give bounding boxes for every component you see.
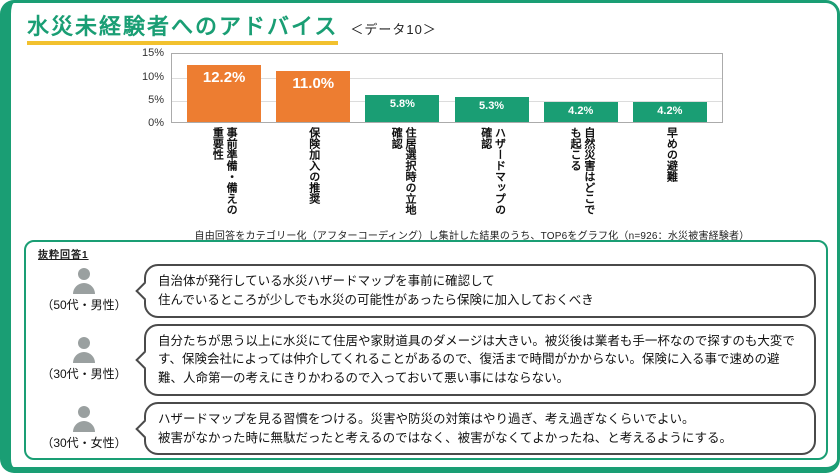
gridline	[172, 77, 722, 79]
plot-column: 12.2% 11.0% 5.8% 5.3% 4.2% 4.2% 事前準備・備えの重要性 保険…	[171, 53, 723, 219]
bar-value-label: 4.2%	[657, 105, 683, 118]
category-label: 早めの避難	[665, 127, 678, 183]
x-label-slot: 住居選択時の立地確認	[365, 127, 439, 219]
bar-5: 4.2%	[543, 102, 618, 123]
person-icon	[70, 268, 98, 294]
bar-6: 4.2%	[632, 102, 707, 123]
quote-rows: （50代・男性） 自治体が発行している水災ハザードマップを事前に確認して 住んでい…	[34, 264, 816, 456]
gridline	[172, 100, 722, 102]
speech-bubble: ハザードマップを見る習慣をつける。災害や防災の対策はやり過ぎ、考え過ぎなくらいで…	[144, 401, 816, 456]
bar-value-label: 5.8%	[389, 98, 415, 111]
header: 水災未経験者へのアドバイス ＜データ10＞	[11, 3, 837, 46]
category-label: ハザードマップの確認	[479, 127, 506, 216]
bar-value-label: 11.0%	[292, 75, 335, 93]
y-tick-label: 0%	[148, 117, 164, 130]
speech-bubble: 自分たちが思う以上に水災にて住居や家財道具のダメージは大きい。被災後は業者も手一…	[144, 323, 816, 396]
category-label: 自然災害はどこでも起こる	[569, 127, 595, 216]
quotes-section-label: 抜粋回答1	[38, 250, 89, 261]
y-tick-label: 15%	[141, 47, 164, 60]
category-label: 住居選択時の立地確認	[390, 127, 417, 216]
person-icon	[70, 406, 98, 432]
bar-2: 11.0%	[276, 71, 351, 123]
speaker-label: （50代・男性）	[41, 298, 127, 313]
x-label-slot: 事前準備・備えの重要性	[186, 127, 260, 219]
x-axis-labels: 事前準備・備えの重要性 保険加入の推奨 住居選択時の立地確認 ハザードマップの確認 自然…	[171, 127, 723, 219]
speaker-label: （30代・男性）	[41, 367, 127, 382]
quotes-section: 抜粋回答1 （50代・男性） 自治体が発行している水災ハザードマップを事前に確認し…	[24, 240, 828, 460]
bar-value-label: 5.3%	[479, 100, 505, 113]
x-label-slot: 自然災害はどこでも起こる	[544, 127, 618, 219]
plot-area: 12.2% 11.0% 5.8% 5.3% 4.2% 4.2%	[171, 53, 723, 124]
bar-4: 5.3%	[454, 97, 529, 123]
bar-3: 5.8%	[365, 95, 440, 123]
speaker: （30代・女性）	[34, 406, 134, 451]
quote-row: （30代・男性） 自分たちが思う以上に水災にて住居や家財道具のダメージは大きい。被…	[34, 323, 816, 396]
x-label-slot: ハザードマップの確認	[455, 127, 529, 219]
speech-bubble: 自治体が発行している水災ハザードマップを事前に確認して 住んでいるところが少しで…	[144, 264, 816, 318]
page-title: 水災未経験者へのアドバイス	[27, 14, 339, 46]
chart-footnote: 自由回答をカテゴリー化（アフターコーディング）し集計した結果のうち、TOP6をグ…	[194, 231, 750, 243]
y-axis: 15% 10% 5% 0%	[127, 47, 171, 129]
y-tick-label: 10%	[141, 70, 164, 83]
bar-1: 12.2%	[187, 65, 262, 123]
speaker: （30代・男性）	[34, 337, 134, 382]
speaker-label: （30代・女性）	[41, 436, 127, 450]
quote-row: （50代・男性） 自治体が発行している水災ハザードマップを事前に確認して 住んでい…	[34, 264, 816, 318]
bar-chart: 15% 10% 5% 0% 12.2% 11.0% 5.8% 5.3% 4.2% 4.2% 事前…	[127, 47, 837, 219]
category-label: 事前準備・備えの重要性	[211, 127, 238, 216]
speaker: （50代・男性）	[34, 268, 134, 313]
person-icon	[70, 337, 98, 363]
bar-value-label: 12.2%	[202, 69, 246, 87]
x-label-slot: 保険加入の推奨	[276, 127, 350, 219]
y-tick-label: 5%	[148, 93, 164, 106]
data-number-tag: ＜データ10＞	[350, 22, 437, 38]
category-label: 保険加入の推奨	[307, 127, 320, 205]
bar-value-label: 4.2%	[568, 105, 594, 118]
x-label-slot: 早めの避難	[634, 127, 708, 219]
quote-row: （30代・女性） ハザードマップを見る習慣をつける。災害や防災の対策はやり過ぎ、考…	[34, 401, 816, 456]
